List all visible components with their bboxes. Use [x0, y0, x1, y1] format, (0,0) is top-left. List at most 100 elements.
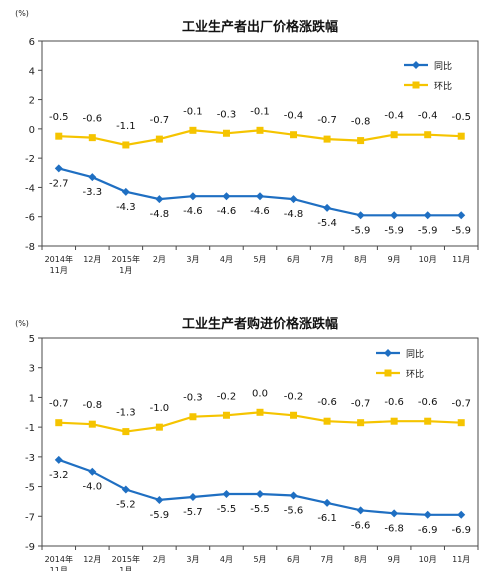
data-label: -5.5 [217, 504, 237, 515]
data-point-marker [222, 490, 231, 498]
x-tick-label: 2014年 [45, 254, 73, 264]
data-point-marker [323, 417, 331, 425]
data-label: -0.7 [150, 115, 170, 126]
y-tick-label: -5 [25, 483, 35, 494]
data-label: -4.6 [183, 206, 203, 217]
data-label: -5.7 [183, 507, 203, 518]
x-tick-label-line2: 1月 [119, 566, 132, 571]
data-point-marker [155, 495, 164, 504]
x-tick-label: 4月 [220, 555, 233, 564]
y-tick-label: -1 [25, 423, 35, 434]
x-tick-label: 2月 [153, 255, 166, 264]
y-tick-label: -9 [25, 542, 35, 553]
x-tick-label: 10月 [419, 255, 437, 264]
x-tick-label: 11月 [452, 255, 470, 264]
data-label: -6.9 [451, 525, 471, 536]
data-point-marker [189, 413, 197, 421]
x-tick-label: 5月 [253, 555, 266, 564]
plot-area-border [41, 40, 479, 247]
data-label: -0.7 [351, 399, 371, 410]
y-tick-label: 0 [29, 125, 35, 136]
data-point-marker [457, 419, 465, 427]
data-point-marker [54, 455, 63, 464]
data-point-marker [188, 192, 197, 201]
chart-title: 工业生产者出厂价格涨跌幅 [182, 19, 338, 35]
data-label: -0.4 [284, 111, 304, 122]
data-label: -4.8 [284, 209, 304, 220]
data-point-marker [423, 211, 432, 220]
data-label: -0.4 [384, 111, 404, 122]
data-label: -6.9 [418, 525, 438, 536]
data-point-marker [222, 411, 230, 419]
y-tick-label: -8 [25, 242, 35, 253]
legend-marker [412, 61, 420, 69]
data-point-marker [88, 467, 97, 476]
data-point-marker [356, 506, 365, 515]
data-point-marker [423, 510, 432, 519]
data-label: -0.7 [49, 399, 69, 410]
data-label: -0.2 [217, 391, 237, 402]
chart-producer-purchase-price: 工业生产者购进价格涨跌幅 (%) -9 -7 -5 -3 -1 1 3 5 2014年 11月 12月 2… [15, 316, 479, 571]
data-label: -5.9 [451, 225, 471, 236]
data-point-marker [122, 141, 130, 149]
data-label: -1.3 [116, 408, 136, 419]
x-tick-label: 2月 [153, 555, 166, 564]
data-point-marker [122, 428, 130, 436]
data-point-marker [155, 195, 164, 204]
x-tick-label: 12月 [83, 255, 101, 264]
data-point-marker [121, 187, 130, 196]
x-tick-label: 2015年 [112, 554, 140, 564]
data-point-marker [457, 211, 466, 220]
x-tick-label: 3月 [186, 255, 199, 264]
data-point-marker [189, 126, 197, 134]
data-label: -0.5 [49, 112, 69, 123]
y-tick-label: 3 [29, 364, 35, 375]
data-point-marker [155, 135, 163, 143]
data-point-marker [121, 485, 130, 494]
data-label: -4.6 [217, 206, 237, 217]
data-label: -0.6 [83, 114, 103, 125]
y-axis-unit-label: (%) [15, 9, 29, 18]
x-tick-label: 12月 [83, 555, 101, 564]
data-label: -0.2 [284, 391, 304, 402]
data-label: -3.2 [49, 470, 69, 481]
data-point-marker [256, 408, 264, 416]
data-label: -0.4 [418, 111, 438, 122]
data-label: -5.4 [317, 218, 337, 229]
data-point-marker [256, 126, 264, 134]
legend-label: 同比 [434, 60, 452, 72]
data-point-marker [222, 192, 231, 201]
x-tick-label: 7月 [321, 255, 334, 264]
x-tick-label: 8月 [354, 255, 367, 264]
data-point-marker [424, 131, 432, 139]
y-tick-label: 2 [29, 96, 35, 107]
legend-marker [412, 81, 420, 89]
data-label: -5.6 [284, 505, 304, 516]
data-label: -2.7 [49, 178, 69, 189]
legend-marker [384, 369, 392, 377]
data-label: -0.6 [384, 397, 404, 408]
data-point-marker [390, 131, 398, 139]
x-tick-label: 10月 [419, 555, 437, 564]
x-tick-label-line2: 11月 [50, 566, 68, 571]
x-tick-label-line2: 1月 [119, 266, 132, 275]
x-tick-label: 9月 [388, 555, 401, 564]
data-point-marker [323, 135, 331, 143]
data-label: -1.0 [150, 403, 170, 414]
data-label: -4.3 [116, 202, 136, 213]
data-point-marker [390, 509, 399, 518]
y-tick-label: 6 [29, 37, 35, 48]
data-point-marker [357, 419, 365, 427]
data-point-marker [256, 192, 264, 201]
y-tick-label: -6 [25, 213, 35, 224]
x-tick-label: 3月 [186, 555, 199, 564]
data-label: -4.6 [250, 206, 270, 217]
y-tick-label: -3 [25, 453, 35, 464]
x-tick-label: 7月 [321, 555, 334, 564]
data-point-marker [88, 420, 96, 428]
data-point-marker [457, 132, 465, 140]
data-label: -6.8 [384, 523, 404, 534]
legend-label: 同比 [406, 348, 424, 360]
data-label: -0.7 [451, 399, 471, 410]
